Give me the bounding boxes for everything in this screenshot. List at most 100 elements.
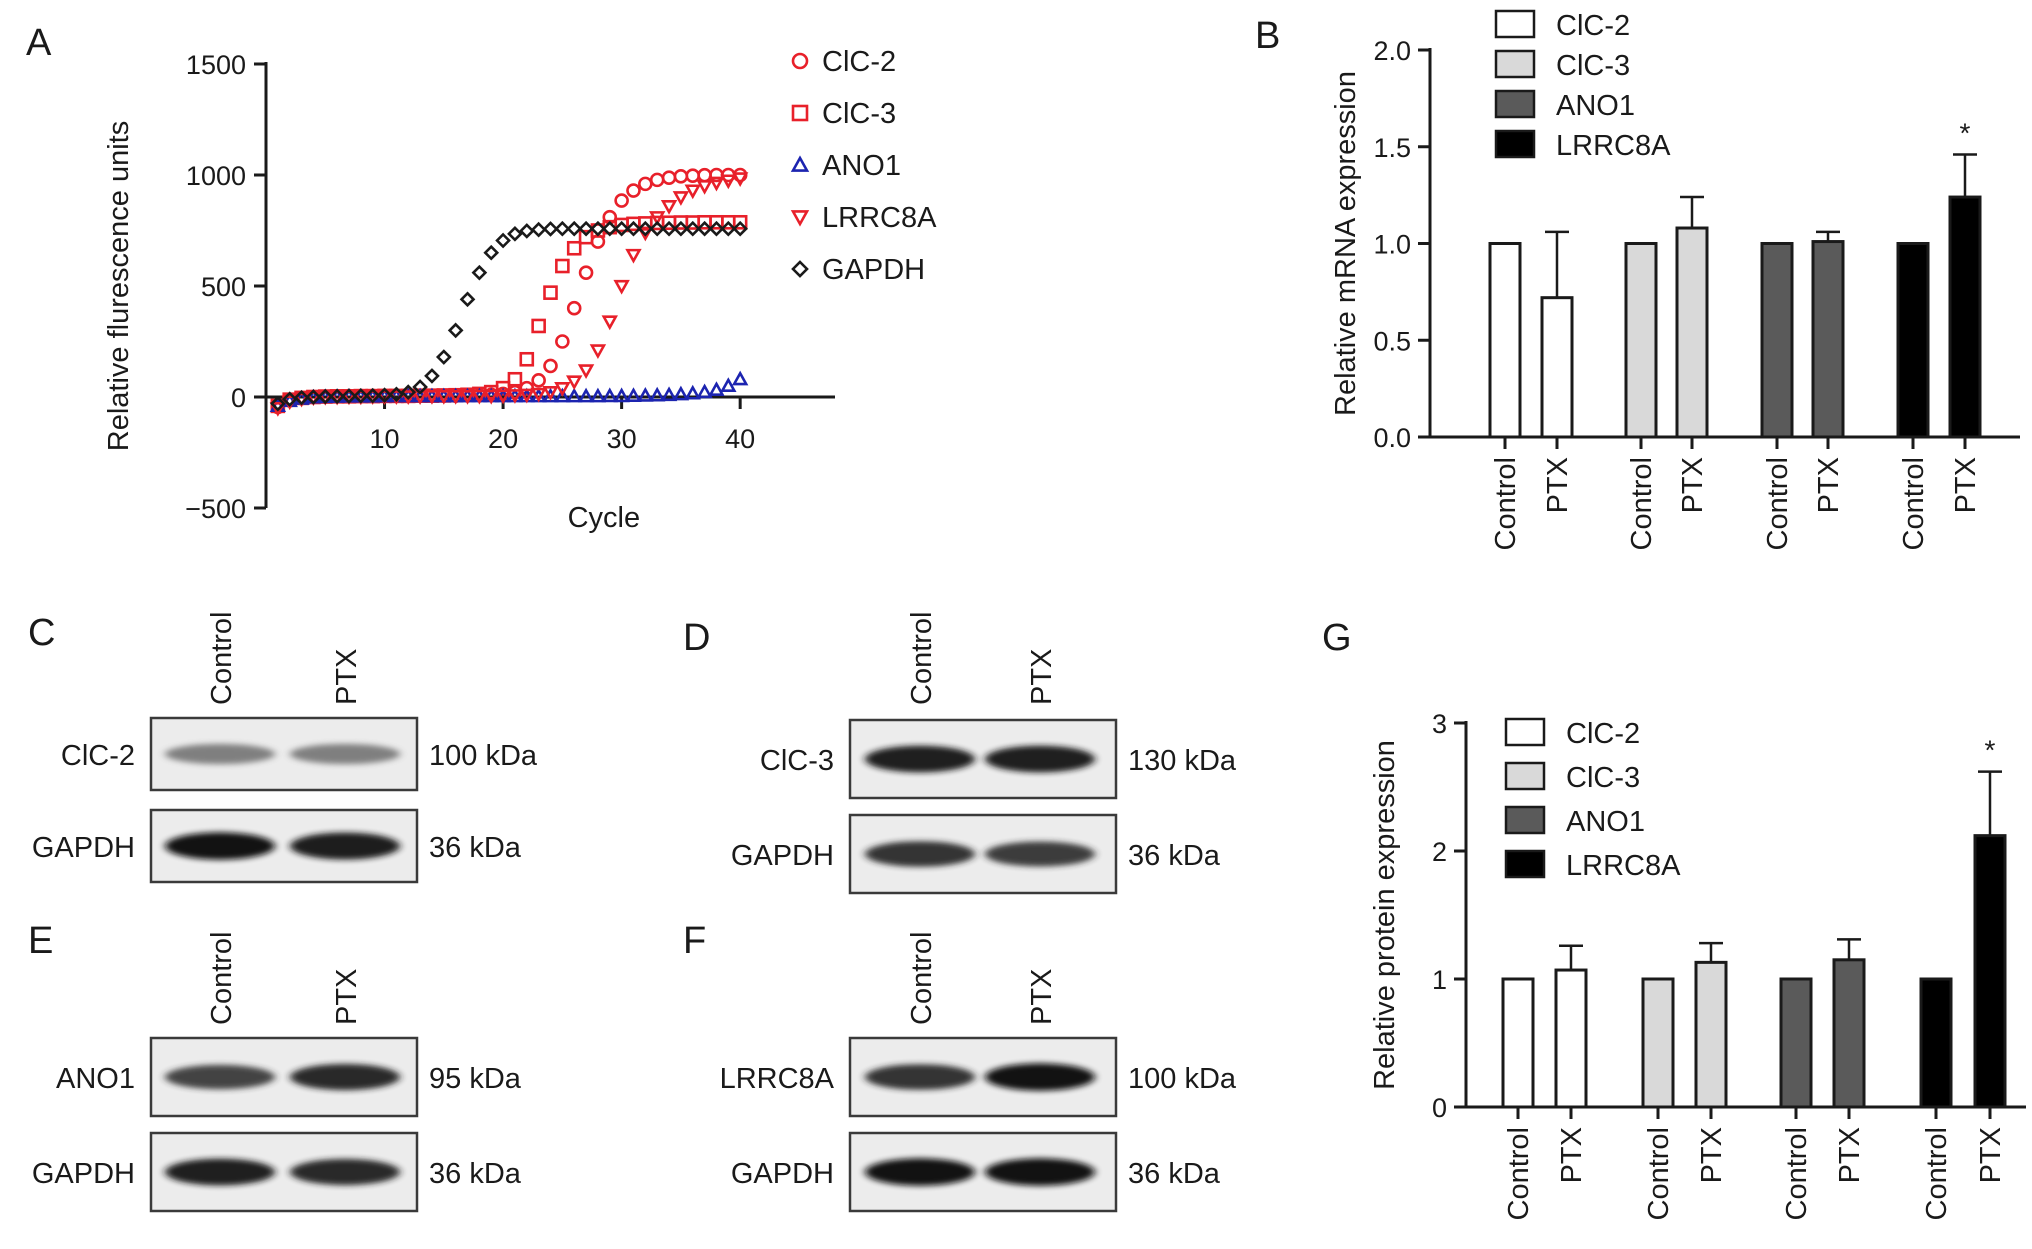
lane-label-control: Control [206, 612, 238, 706]
point-ano1 [648, 386, 666, 402]
point-gapdh [495, 232, 511, 249]
point-gapdh [412, 379, 428, 395]
point-clc-2 [638, 176, 653, 192]
point-ano1 [720, 377, 737, 393]
protein-label: GAPDH [32, 1158, 135, 1190]
legend-swatch [1494, 129, 1536, 159]
point-gapdh [341, 388, 357, 404]
protein-label: GAPDH [731, 1158, 834, 1190]
point-ano1 [589, 387, 607, 403]
band-gapdh-ptx [290, 832, 400, 860]
x-tick-label: PTX [1813, 457, 1845, 513]
point-ano1 [660, 386, 678, 402]
point-gapdh [317, 388, 334, 405]
protein-label: LRRC8A [720, 1063, 835, 1095]
bar-clc-2-ptx [1540, 296, 1574, 439]
x-tick-label: Control [1921, 1127, 1953, 1221]
protein-label: ANO1 [56, 1063, 135, 1095]
bar-clc-3-ptx [1675, 226, 1709, 439]
point-lrrc8a [660, 199, 678, 215]
point-lrrc8a [613, 279, 630, 295]
legend-swatch [1494, 89, 1536, 119]
band-gapdh-ptx [985, 841, 1095, 867]
point-lrrc8a [708, 176, 725, 192]
band-clc-3-ptx [985, 745, 1095, 773]
legend-marker-gapdh [791, 260, 809, 278]
point-ano1 [554, 387, 571, 403]
bar-ano1-control [1760, 242, 1794, 439]
molecular-weight-label: 36 kDa [429, 1158, 522, 1190]
molecular-weight-label: 36 kDa [429, 832, 522, 864]
point-ano1 [565, 387, 583, 403]
legend-label: ClC-3 [1566, 762, 1640, 794]
point-gapdh [376, 387, 393, 404]
point-gapdh [518, 223, 535, 239]
point-lrrc8a [696, 180, 713, 195]
point-clc-2 [531, 373, 546, 388]
y-axis-label: Relative mRNA expression [1330, 71, 1362, 416]
y-tick-label: 0.5 [1373, 326, 1411, 356]
bar-ano1-control [1779, 977, 1813, 1109]
point-clc-2 [555, 334, 570, 349]
point-lrrc8a [494, 389, 512, 405]
bar-clc-3-control [1624, 242, 1658, 439]
lane-label-ptx: PTX [1026, 649, 1058, 705]
band-gapdh-control [165, 1158, 275, 1186]
point-gapdh [590, 220, 606, 237]
point-clc-2 [626, 183, 641, 198]
lane-label-ptx: PTX [331, 649, 363, 705]
point-lrrc8a [601, 315, 618, 331]
point-gapdh [471, 264, 488, 281]
legend-label: ClC-2 [822, 46, 896, 78]
legend-swatch [1504, 761, 1546, 791]
point-clc-2 [697, 167, 712, 183]
point-gapdh [696, 220, 713, 237]
point-gapdh [554, 220, 571, 237]
point-clc-3 [507, 371, 523, 387]
point-gapdh [625, 220, 642, 237]
protein-label: GAPDH [32, 832, 135, 864]
point-gapdh [483, 244, 500, 261]
y-tick-label: 2.0 [1373, 36, 1411, 66]
point-gapdh [732, 220, 749, 237]
y-tick-label: 1000 [186, 161, 246, 191]
protein-label: ClC-3 [760, 745, 834, 777]
point-gapdh [459, 291, 476, 308]
legend-swatch [1494, 9, 1536, 39]
legend-label: ANO1 [822, 150, 901, 182]
molecular-weight-label: 130 kDa [1128, 745, 1237, 777]
bar-lrrc8a-ptx [1948, 195, 1982, 439]
panel-label-g: G [1322, 617, 1352, 659]
point-clc-2 [661, 170, 677, 185]
x-tick-label: PTX [1542, 457, 1574, 513]
x-tick-label: 40 [725, 424, 755, 454]
point-lrrc8a [471, 389, 488, 405]
y-tick-label: 0 [231, 383, 246, 413]
x-tick-label: PTX [1696, 1127, 1728, 1183]
point-lrrc8a [483, 389, 500, 405]
point-lrrc8a [589, 344, 607, 360]
protein-label: GAPDH [731, 840, 834, 872]
point-gapdh [400, 384, 417, 400]
point-clc-3 [531, 318, 546, 334]
point-gapdh [637, 220, 654, 237]
point-gapdh [720, 220, 737, 237]
point-clc-2 [543, 358, 558, 374]
band-gapdh-control [165, 832, 275, 860]
band-lrrc8a-control [865, 1064, 975, 1090]
point-gapdh [649, 220, 666, 237]
point-clc-3 [519, 351, 535, 367]
legend-label: ANO1 [1566, 806, 1645, 838]
point-ano1 [708, 381, 725, 396]
y-tick-label: −500 [185, 494, 246, 524]
point-lrrc8a [459, 390, 476, 405]
molecular-weight-label: 95 kDa [429, 1063, 522, 1095]
point-ano1 [601, 387, 618, 403]
mrna-expression-bar-chart: 0.0 0.5 1.0 1.5 2.0 Relative mRNA expression C… [1330, 9, 2020, 551]
x-tick-label: Control [1781, 1127, 1813, 1221]
point-lrrc8a [720, 174, 737, 190]
bar-clc-3-control [1641, 977, 1675, 1109]
point-gapdh [507, 225, 523, 242]
point-lrrc8a [684, 184, 701, 200]
band-ano1-control [165, 1064, 275, 1090]
